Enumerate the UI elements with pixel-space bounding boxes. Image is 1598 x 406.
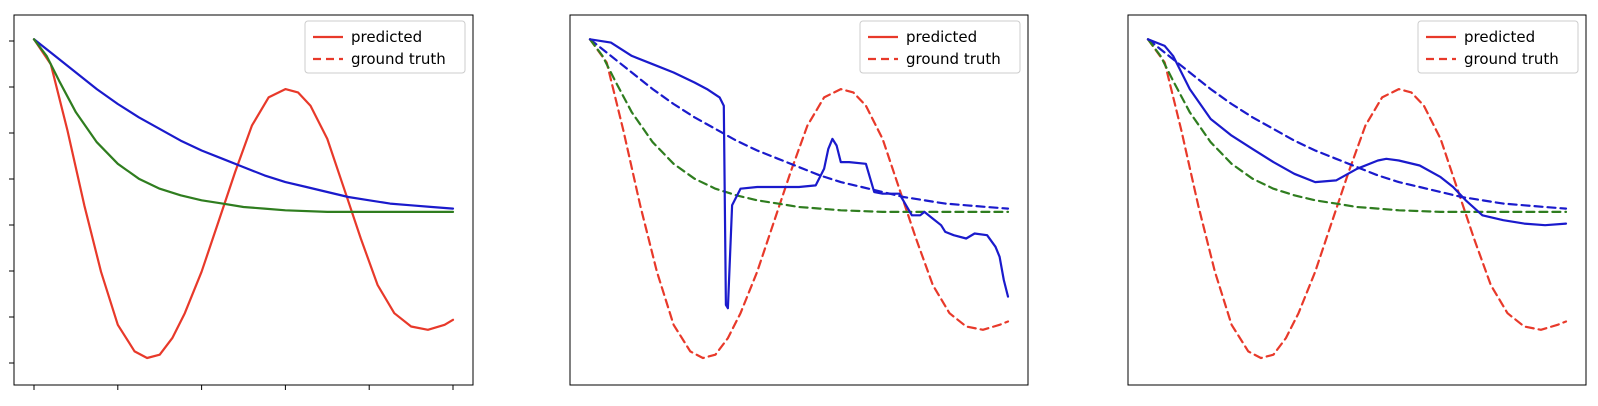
axes-frame (1127, 14, 1587, 386)
axes-frame (13, 14, 474, 386)
legend-box (859, 20, 1021, 74)
legend-label: predicted (351, 28, 422, 46)
series-line-dashed-1 (588, 38, 1010, 210)
legend-label: predicted (906, 28, 977, 46)
series-line-solid-1 (32, 38, 455, 210)
series-line-dashed-2 (588, 38, 1010, 213)
subplot-2: predicted ground truth (569, 14, 1029, 386)
series-line-dashed-0 (588, 38, 1010, 360)
legend-label: ground truth (1464, 50, 1559, 68)
series-line-dashed-0 (1146, 38, 1568, 360)
series-line-dashed-1 (1146, 38, 1568, 210)
series-line-dashed-2 (1146, 38, 1568, 213)
subplot-1: predicted ground truth (9, 14, 474, 390)
legend-label: predicted (1464, 28, 1535, 46)
legend-label: ground truth (351, 50, 446, 68)
series-line-solid-0 (32, 38, 455, 360)
legend-label: ground truth (906, 50, 1001, 68)
axes-frame (569, 14, 1029, 386)
series-line-solid-2 (32, 38, 455, 213)
legend-box (304, 20, 466, 74)
series-line-solid-3 (588, 38, 1010, 310)
subplot-3: predicted ground truth (1127, 14, 1587, 386)
legend-box (1417, 20, 1579, 74)
series-line-solid-3 (1146, 38, 1568, 227)
